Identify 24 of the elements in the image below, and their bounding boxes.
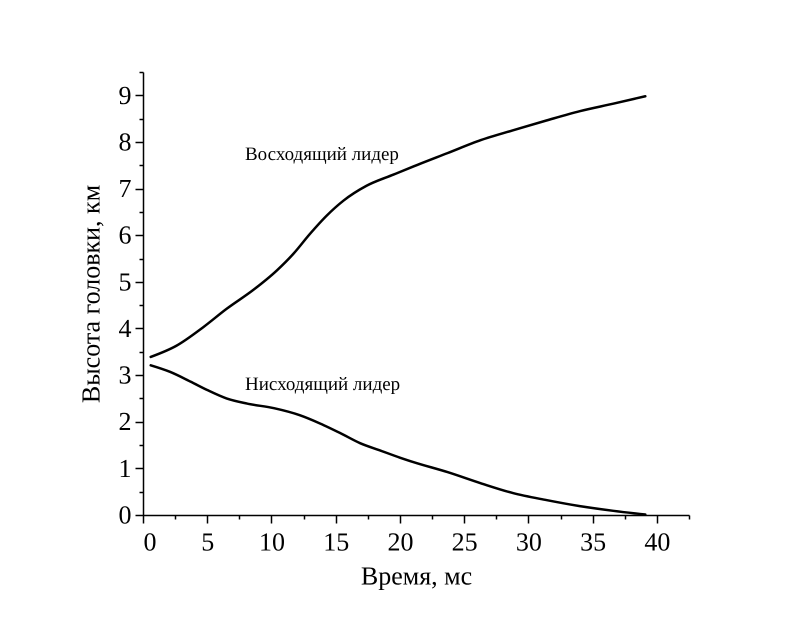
y-tick-label: 4 (118, 314, 132, 343)
series-label: Восходящий лидер (245, 144, 399, 165)
line-series (149, 95, 647, 358)
series-label: Нисходящий лидер (245, 374, 400, 395)
y-tick-label: 1 (118, 454, 132, 483)
y-tick-label: 8 (118, 127, 132, 156)
x-tick-label: 15 (323, 528, 350, 556)
x-tick-label: 20 (387, 528, 414, 556)
x-tick-label: 0 (144, 528, 156, 556)
y-tick-label: 0 (118, 500, 132, 530)
x-tick-label: 30 (516, 528, 542, 556)
y-tick-label: 2 (118, 407, 132, 436)
x-tick-label: 40 (644, 528, 670, 556)
y-axis-title: Высота головки, км (76, 184, 106, 404)
x-tick-label: 10 (258, 528, 285, 556)
x-tick-label: 35 (580, 528, 606, 556)
y-tick-label: 9 (118, 80, 132, 110)
x-tick-label: 5 (201, 528, 214, 556)
y-tick-label: 3 (118, 360, 132, 390)
x-tick-label: 25 (452, 528, 478, 556)
x-axis-title: Время, мс (360, 562, 472, 590)
y-tick-label: 7 (118, 174, 132, 204)
y-tick-label: 5 (118, 267, 132, 296)
y-tick-label: 6 (118, 220, 132, 250)
